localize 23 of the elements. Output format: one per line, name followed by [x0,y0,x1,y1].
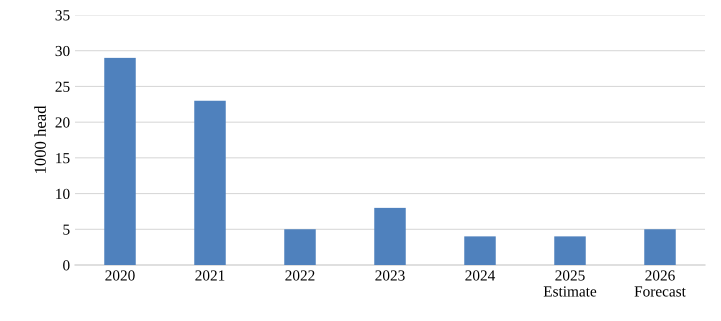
bar [464,236,496,265]
x-tick-label: 2020 [105,270,135,281]
x-tick-label: 2024 [465,270,496,281]
x-tick-label: 2021 [195,270,224,281]
x-tick-label: 2025 Estimate [544,270,596,297]
bar [374,208,406,265]
y-tick-label: 25 [56,82,70,92]
bar [284,229,316,265]
bar [104,58,136,265]
y-tick-label: 20 [56,117,70,128]
y-axis-title: 1000 head [34,106,46,174]
bar [644,229,676,265]
y-tick-label: 5 [63,224,70,235]
x-tick-label: 2023 [375,270,405,281]
bar [554,236,586,265]
x-tick-label: 2022 [285,270,314,281]
bar [194,100,226,265]
y-tick-label: 10 [56,188,70,200]
y-tick-label: 15 [56,153,70,164]
y-tick-label: 30 [56,46,70,56]
x-tick-label: 2026 Forecast [634,270,686,297]
y-tick-label: 0 [63,260,70,270]
y-tick-label: 35 [56,10,70,20]
